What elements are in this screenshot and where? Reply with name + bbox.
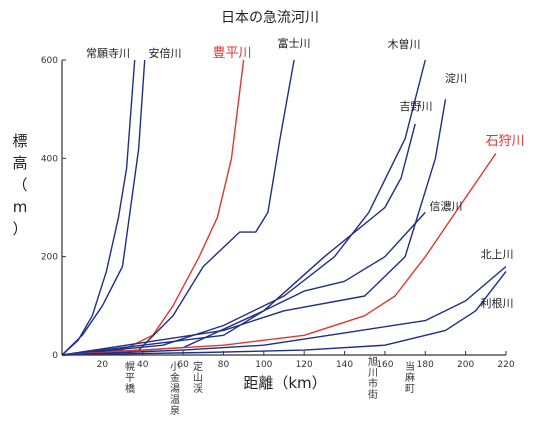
series-label: 安倍川	[149, 46, 182, 60]
y-axis-label: 標高（ m）	[12, 132, 27, 238]
x-axis-label: 距離（km）	[243, 374, 326, 392]
x-tick-label: 200	[457, 360, 474, 370]
x-tick-label: 40	[137, 360, 149, 370]
series-label: 北上川	[481, 248, 514, 261]
series-line	[61, 59, 295, 356]
y-tick-label: 600	[41, 56, 58, 66]
location-annotation: 小金湯温泉	[170, 361, 180, 417]
x-tick-label: 60	[177, 360, 189, 370]
series-line	[61, 59, 426, 356]
series-line	[61, 123, 416, 356]
series-label: 常願寺川	[86, 47, 130, 60]
x-tick-label: 20	[97, 360, 109, 370]
location-annotation: 幌平橋	[125, 360, 135, 395]
x-tick-label: 220	[497, 360, 514, 370]
series-label: 豊平川	[212, 46, 251, 61]
series-line	[61, 59, 136, 356]
chart-title: 日本の急流河川	[221, 10, 319, 26]
series-line	[61, 59, 146, 356]
series-line	[61, 59, 245, 356]
series-label: 木曽川	[388, 37, 421, 51]
series-label: 石狩川	[485, 134, 524, 149]
series-label: 信濃川	[430, 199, 463, 213]
location-annotation: 旭川市街	[368, 356, 378, 401]
y-tick-label: 200	[41, 253, 58, 263]
series-label: 吉野川	[400, 100, 433, 113]
series-line	[61, 211, 426, 356]
x-tick-label: 140	[336, 360, 353, 370]
series-label: 利根川	[481, 296, 514, 310]
axes	[61, 60, 506, 356]
x-tick-label: 180	[417, 360, 434, 370]
series-label: 淀川	[445, 71, 467, 85]
location-annotation: 当麻町	[405, 360, 415, 395]
series-line	[61, 99, 447, 356]
location-annotation: 定山渓	[193, 360, 203, 395]
series-line	[61, 270, 507, 356]
x-tick-label: 160	[376, 360, 393, 370]
x-tick-label: 80	[218, 360, 230, 370]
x-tick-label: 100	[255, 360, 272, 370]
x-tick-label: 120	[296, 360, 313, 370]
series-label: 富士川	[278, 36, 311, 50]
series-line	[61, 153, 497, 356]
series-line	[61, 265, 507, 356]
y-tick-label: 0	[52, 351, 58, 361]
y-tick-label: 400	[41, 154, 58, 164]
